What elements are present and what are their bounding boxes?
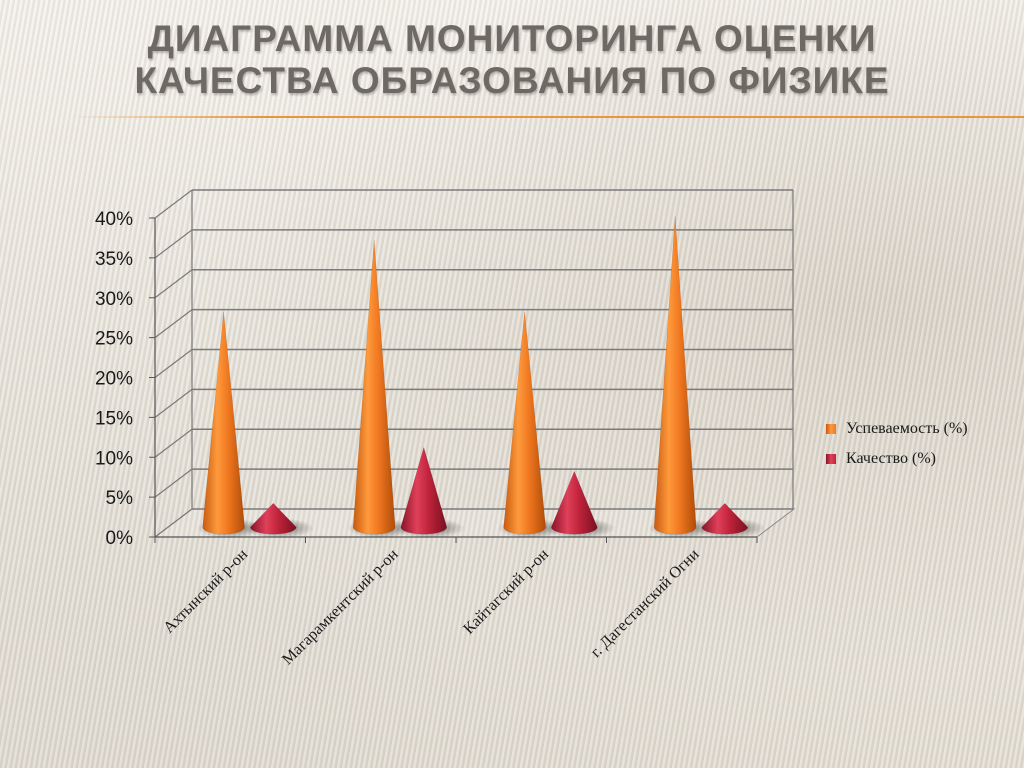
cone-uspevaemost [352,240,396,535]
side-gridline [154,229,193,259]
legend-label-uspevaemost: Успеваемость (%) [846,420,968,437]
chart-legend: Успеваемость (%) Качество (%) [826,414,968,474]
axis-layer [149,217,758,543]
title-divider [70,116,1024,118]
y-tick-label: 30% [95,289,133,310]
side-gridline [154,428,193,458]
title-block: ДИАГРАММА МОНИТОРИНГА ОЦЕНКИ КАЧЕСТВА ОБ… [0,18,1024,102]
y-tick-label: 20% [95,369,133,390]
side-gridline [154,309,193,339]
legend-item-kachestvo: Качество (%) [826,444,968,474]
side-gridline [154,349,193,378]
y-tick-label: 25% [95,329,133,350]
label-layer: 0% 5% 10% 15% 20% 25% 30% 35% 40% Ахтынский р-он М… [95,209,703,668]
side-gridline [154,388,193,418]
x-category-label: Магарамкентский р-он [279,546,402,669]
legend-label-kachestvo: Качество (%) [846,450,936,467]
x-category-label: Кайтагский р-он [460,546,552,638]
cone-kachestvo [250,502,297,535]
legend-swatch-red [826,454,836,464]
y-tick-label: 40% [95,209,133,230]
slide-title: ДИАГРАММА МОНИТОРИНГА ОЦЕНКИ КАЧЕСТВА ОБ… [134,18,890,101]
x-category-label: Ахтынский р-он [160,546,251,637]
grid-layer [153,189,796,538]
side-gridline [154,189,193,219]
y-tick-label: 10% [95,448,133,469]
y-tick-label: 0% [106,528,134,549]
cone-kachestvo [400,446,448,535]
cone-kachestvo [551,470,598,535]
legend-item-uspevaemost: Успеваемость (%) [826,414,968,444]
side-gridline [154,468,193,498]
y-tick-label: 35% [95,249,133,270]
cone-kachestvo [701,502,749,535]
cone-uspevaemost [202,311,245,535]
y-tick-label: 5% [106,488,134,509]
cone-uspevaemost [503,311,546,535]
cone-layer [196,216,766,539]
side-gridline [154,269,193,299]
side-gridline [154,508,193,538]
cone-uspevaemost [653,216,697,535]
legend-swatch-orange [826,424,836,434]
x-category-label: г. Дагестанский Огни [588,546,703,661]
y-tick-label: 15% [95,408,133,429]
